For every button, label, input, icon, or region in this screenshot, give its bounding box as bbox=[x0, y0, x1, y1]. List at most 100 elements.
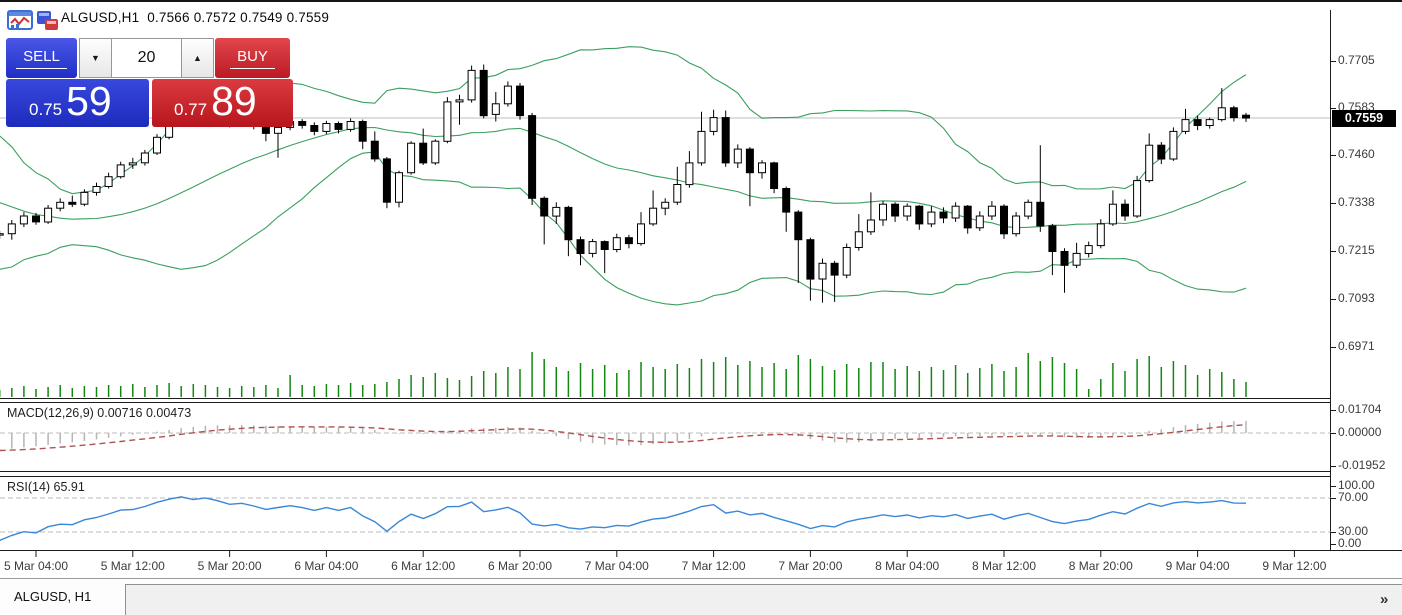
volume-decrease-button[interactable]: ▼ bbox=[79, 38, 112, 78]
candle-body bbox=[673, 184, 682, 203]
price-axis-border bbox=[1330, 10, 1331, 550]
chart-title-bar: ALGUSD,H1 0.7566 0.7572 0.7549 0.7559 bbox=[0, 2, 1330, 30]
candle-body bbox=[1229, 107, 1238, 119]
volume-increase-button[interactable]: ▲ bbox=[181, 38, 214, 78]
candle-body bbox=[140, 152, 149, 164]
candle-body bbox=[32, 215, 40, 223]
buy-button[interactable]: BUY bbox=[215, 38, 290, 78]
title-high: 0.7572 bbox=[193, 10, 237, 25]
time-axis-label: 5 Mar 12:00 bbox=[100, 559, 165, 573]
price-axis-label-tick bbox=[1330, 250, 1336, 252]
price-axis-label: 0.6971 bbox=[1338, 339, 1375, 353]
candle-body bbox=[1024, 201, 1033, 217]
candle-body bbox=[576, 239, 585, 254]
price-axis-label-tick bbox=[1330, 60, 1336, 62]
separator-macd-top[interactable] bbox=[0, 402, 1331, 403]
sell-price-button[interactable]: 0.75 59 bbox=[6, 79, 149, 127]
bottom-bar-border bbox=[0, 578, 1402, 579]
candle-body bbox=[528, 115, 537, 199]
candle-body bbox=[721, 117, 730, 164]
price-axis-label-tick bbox=[1330, 107, 1336, 109]
current-price-badge: 0.7559 bbox=[1332, 110, 1396, 127]
candle-body bbox=[382, 158, 391, 203]
title-open: 0.7566 bbox=[147, 10, 190, 25]
volume-input[interactable]: 20 bbox=[112, 38, 181, 78]
main-price-chart[interactable] bbox=[0, 28, 1331, 398]
candle-body bbox=[612, 237, 621, 250]
buy-price-button[interactable]: 0.77 89 bbox=[152, 79, 293, 127]
buy-price-digits: 89 bbox=[211, 78, 257, 124]
candle-body bbox=[467, 69, 476, 101]
price-axis[interactable]: 0.7705 0.7583 0.7460 0.7338 0.7215 0.7093 0.69… bbox=[1330, 0, 1402, 550]
separator-macd-bottom bbox=[0, 471, 1331, 472]
candle-body bbox=[503, 85, 512, 105]
candle-body bbox=[92, 186, 101, 193]
candle-body bbox=[987, 205, 996, 217]
title-close: 0.7559 bbox=[286, 10, 330, 25]
candle-body bbox=[298, 121, 307, 126]
price-axis-label: 0.7215 bbox=[1338, 243, 1375, 257]
candle-body bbox=[44, 207, 53, 223]
candle-body bbox=[370, 140, 379, 160]
candle-body bbox=[455, 99, 464, 103]
candle-body bbox=[1242, 114, 1250, 119]
candle-body bbox=[1072, 252, 1081, 266]
candle-body bbox=[1060, 251, 1069, 266]
macd-axis-label: 0.00000 bbox=[1338, 425, 1382, 439]
candle-body bbox=[903, 205, 912, 217]
window-top-edge bbox=[0, 0, 1402, 2]
time-axis-label: 7 Mar 12:00 bbox=[681, 559, 746, 573]
candle-body bbox=[1036, 201, 1045, 227]
sell-price-digits: 59 bbox=[66, 78, 112, 124]
time-axis-ticks bbox=[35, 550, 1295, 557]
candle-body bbox=[540, 197, 549, 217]
macd-axis-label-tick bbox=[1330, 409, 1336, 411]
price-axis-label-tick bbox=[1330, 298, 1336, 300]
rsi-axis-label-tick bbox=[1330, 485, 1336, 487]
rsi-label: RSI(14) 65.91 bbox=[7, 480, 85, 494]
candle-body bbox=[1217, 107, 1226, 121]
candle-body bbox=[1012, 215, 1021, 235]
chart-window-icon bbox=[7, 10, 33, 30]
time-axis-label: 6 Mar 12:00 bbox=[391, 559, 456, 573]
candle-body bbox=[104, 176, 113, 187]
candle-body bbox=[491, 103, 500, 115]
candle-body bbox=[927, 211, 936, 225]
candle-body bbox=[310, 125, 319, 132]
tab-bar-panel bbox=[125, 584, 1402, 615]
rsi-axis-label: 100.00 bbox=[1338, 478, 1375, 492]
sell-button[interactable]: SELL bbox=[6, 38, 77, 78]
macd-axis-label-tick bbox=[1330, 465, 1336, 467]
chart-tab-algusd[interactable]: ALGUSD, H1 bbox=[14, 589, 92, 604]
rsi-indicator-chart[interactable] bbox=[0, 477, 1331, 550]
rsi-axis-label: 30.00 bbox=[1338, 524, 1369, 538]
buy-button-label: BUY bbox=[230, 48, 275, 69]
separator-main-bottom bbox=[0, 398, 1331, 399]
macd-indicator-chart[interactable] bbox=[0, 403, 1331, 471]
time-axis-label: 9 Mar 12:00 bbox=[1262, 559, 1327, 573]
candle-body bbox=[830, 262, 839, 276]
candle-body bbox=[637, 223, 645, 245]
rsi-axis-label-tick bbox=[1330, 543, 1336, 545]
separator-rsi-top[interactable] bbox=[0, 476, 1331, 477]
candle-body bbox=[479, 69, 488, 117]
volume-value: 20 bbox=[137, 49, 156, 66]
tab-list-expand-button[interactable]: » bbox=[1374, 590, 1394, 609]
time-axis-label: 7 Mar 20:00 bbox=[778, 559, 843, 573]
candle-body bbox=[745, 148, 754, 174]
candle-body bbox=[1145, 144, 1154, 182]
candle-body bbox=[407, 142, 416, 174]
candle-body bbox=[1048, 225, 1057, 252]
macd-signal-line bbox=[0, 424, 1247, 452]
time-axis-label: 7 Mar 04:00 bbox=[584, 559, 649, 573]
bollinger-lower-band bbox=[0, 151, 1247, 306]
time-axis-label: 5 Mar 20:00 bbox=[197, 559, 262, 573]
candle-body bbox=[0, 233, 4, 236]
title-symbol: ALGUSD,H1 bbox=[61, 10, 140, 25]
macd-label: MACD(12,26,9) 0.00716 0.00473 bbox=[7, 406, 192, 420]
candle-body bbox=[782, 188, 791, 213]
candle-body bbox=[1084, 245, 1093, 255]
candle-body bbox=[322, 123, 331, 132]
time-axis[interactable]: 5 Mar 04:00 5 Mar 12:00 5 Mar 20:00 6 Mar 0… bbox=[0, 557, 1402, 577]
candle-body bbox=[552, 206, 561, 217]
